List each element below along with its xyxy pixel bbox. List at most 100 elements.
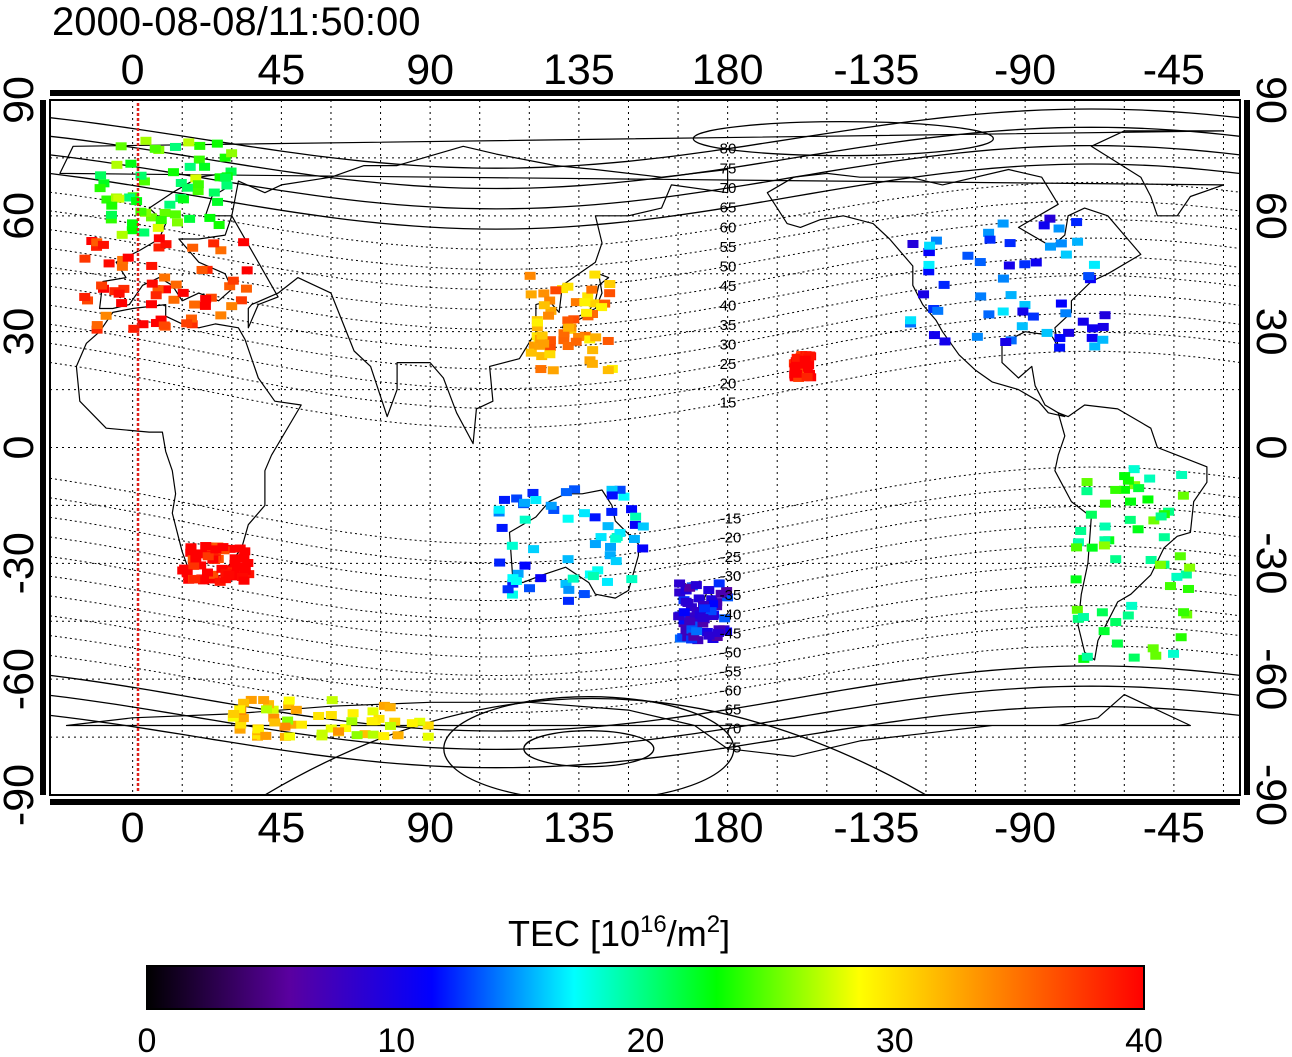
tec-cell: [122, 253, 134, 262]
tec-cell: [137, 320, 149, 329]
tec-cell: [1097, 335, 1109, 344]
contour-label: -25: [720, 549, 742, 566]
latitude-label: 90: [1247, 76, 1292, 124]
tec-cell: [1097, 322, 1109, 331]
tec-cell: [697, 614, 709, 623]
colorbar-tick-label: 30: [876, 1022, 914, 1057]
longitude-label: -90: [994, 46, 1056, 94]
tec-cell: [685, 603, 697, 612]
tec-cell: [1111, 639, 1123, 648]
tec-cell: [494, 558, 506, 567]
map-title: 2000-08-08/11:50:00: [52, 0, 420, 44]
tec-cell: [974, 258, 986, 267]
tec-cell: [502, 585, 514, 594]
tec-cell: [113, 194, 125, 203]
tec-cell: [697, 619, 709, 628]
tec-cell: [223, 571, 235, 580]
tec-cell: [531, 323, 543, 332]
tec-cell: [177, 195, 189, 204]
tec-cell: [1098, 541, 1110, 550]
tec-cell: [205, 293, 217, 302]
tec-cell: [586, 359, 598, 368]
tec-cell: [563, 323, 575, 332]
contour-label: 75: [720, 160, 737, 177]
tec-cell: [1000, 337, 1012, 346]
tec-cell: [1182, 584, 1194, 593]
tec-cell: [589, 540, 601, 549]
tec-cell: [1177, 491, 1189, 500]
tec-cell: [1171, 572, 1183, 581]
tec-cell: [196, 265, 208, 274]
tec-cell: [105, 210, 117, 219]
tec-cell: [146, 261, 158, 270]
colorbar-ticks: 0 10 20 30 40: [138, 1022, 1163, 1057]
tec-cell: [1154, 560, 1166, 569]
tec-cell: [279, 722, 291, 731]
tec-cell: [240, 284, 252, 293]
tec-cell: [1053, 224, 1065, 233]
tec-cell: [195, 549, 207, 558]
tec-cell: [975, 292, 987, 301]
tec-cell: [691, 627, 703, 636]
tec-cell: [91, 321, 103, 330]
tec-cell: [1148, 516, 1160, 525]
tec-cell: [378, 732, 390, 741]
tec-cell: [1016, 322, 1028, 331]
colorbar-tick-label: 40: [1125, 1022, 1163, 1057]
tec-cell: [150, 291, 162, 300]
tec-cell: [557, 285, 569, 294]
tec-cell: [705, 607, 717, 616]
tec-cell: [1122, 611, 1134, 620]
tec-cell: [799, 355, 811, 364]
tec-cell: [170, 280, 182, 289]
colorbar: [146, 965, 1145, 1010]
tec-cell: [578, 590, 590, 599]
tec-cell: [1164, 582, 1176, 591]
tec-cell: [229, 554, 241, 563]
tec-cell: [1175, 633, 1187, 642]
tec-cell: [678, 616, 690, 625]
tec-cell: [227, 276, 239, 285]
tec-cell: [1071, 605, 1083, 614]
tec-cell: [239, 547, 251, 556]
tec-cell: [562, 555, 574, 564]
tec-cell: [153, 234, 165, 243]
tec-cell: [706, 595, 718, 604]
tec-cell: [211, 139, 223, 148]
tec-cell: [545, 501, 557, 510]
tec-cell: [596, 303, 608, 312]
tec-cell: [924, 241, 936, 250]
tec-cell: [359, 730, 371, 739]
tec-cell: [604, 280, 616, 289]
tec-cell: [801, 365, 813, 374]
tec-cell: [595, 533, 607, 542]
tec-cell: [519, 515, 531, 524]
contour-label: 30: [720, 336, 737, 353]
tec-cell: [1150, 651, 1162, 660]
tec-cell: [215, 311, 227, 320]
tec-cell: [1089, 342, 1101, 351]
longitude-label: 135: [543, 46, 615, 94]
tec-cell: [103, 259, 115, 268]
tec-cell: [793, 373, 805, 382]
tec-cell: [581, 308, 593, 317]
tec-cell: [506, 590, 518, 599]
tec-cell: [511, 494, 523, 503]
tec-cell: [610, 534, 622, 543]
tec-cell: [637, 522, 649, 531]
tec-cell: [563, 585, 575, 594]
tec-cell: [347, 709, 359, 718]
longitude-label: 0: [121, 804, 145, 852]
tec-cell: [586, 285, 598, 294]
tec-cell: [126, 226, 138, 235]
tec-cell: [378, 701, 390, 710]
contour-label: -65: [720, 702, 742, 719]
tec-cell: [186, 320, 198, 329]
tec-cell: [268, 713, 280, 722]
tec-cell: [1126, 601, 1138, 610]
tec-cell: [1099, 311, 1111, 320]
tec-cell: [997, 307, 1009, 316]
tec-cell: [548, 505, 560, 514]
tec-cell: [1099, 536, 1111, 545]
